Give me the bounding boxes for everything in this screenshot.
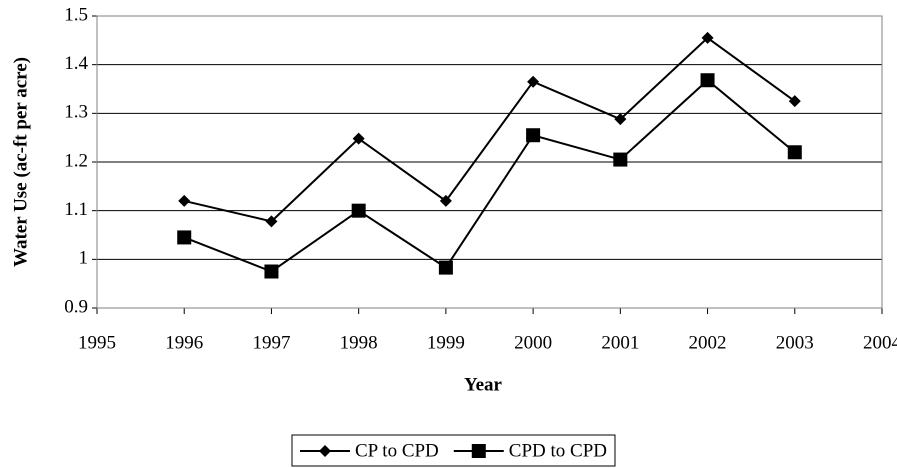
diamond-marker	[614, 113, 627, 126]
x-tick-label: 2002	[689, 332, 727, 353]
y-axis-label: Water Use (ac-ft per acre)	[10, 57, 31, 267]
diamond-marker	[265, 215, 278, 228]
square-marker	[700, 73, 715, 88]
x-tick-label: 1997	[252, 332, 290, 353]
square-marker	[264, 264, 279, 279]
square-marker	[471, 444, 486, 458]
diamond-marker	[788, 95, 801, 108]
diamond-marker	[527, 75, 540, 88]
square-marker	[438, 260, 453, 275]
y-tick-label: 1.5	[64, 4, 88, 25]
series-line	[183, 78, 796, 273]
square-marker	[613, 152, 628, 167]
square-marker	[351, 203, 366, 218]
y-tick-label: 1.3	[64, 102, 88, 123]
x-tick-label: 2001	[601, 332, 639, 353]
x-tick-label: 1996	[165, 332, 203, 353]
diamond-marker	[178, 194, 191, 207]
square-marker	[526, 128, 541, 143]
y-tick-label: 1	[79, 248, 89, 269]
x-axis-label: Year	[464, 374, 503, 395]
x-tick-label: 1995	[78, 332, 116, 353]
x-tick-label: 2004	[863, 332, 897, 353]
x-tick-label: 2000	[514, 332, 552, 353]
y-tick-label: 1.4	[64, 53, 88, 74]
plot-border	[96, 15, 883, 309]
diamond-marker	[701, 31, 714, 44]
y-tick-label: 0.9	[64, 296, 88, 317]
diamond-marker	[352, 132, 365, 145]
square-marker	[787, 145, 802, 160]
y-tick-label: 1.1	[64, 199, 88, 220]
x-tick-label: 1999	[427, 332, 465, 353]
legend-label: CPD to CPD	[509, 440, 607, 461]
legend: CP to CPD CPD to CPD	[291, 434, 616, 467]
x-tick-label: 1998	[340, 332, 378, 353]
legend-label: CP to CPD	[355, 440, 439, 461]
series-line	[183, 36, 796, 223]
diamond-marker	[439, 194, 452, 207]
y-tick-label: 1.2	[64, 150, 88, 171]
x-tick-label: 2003	[776, 332, 814, 353]
diamond-marker	[319, 445, 331, 457]
square-marker	[177, 230, 192, 245]
